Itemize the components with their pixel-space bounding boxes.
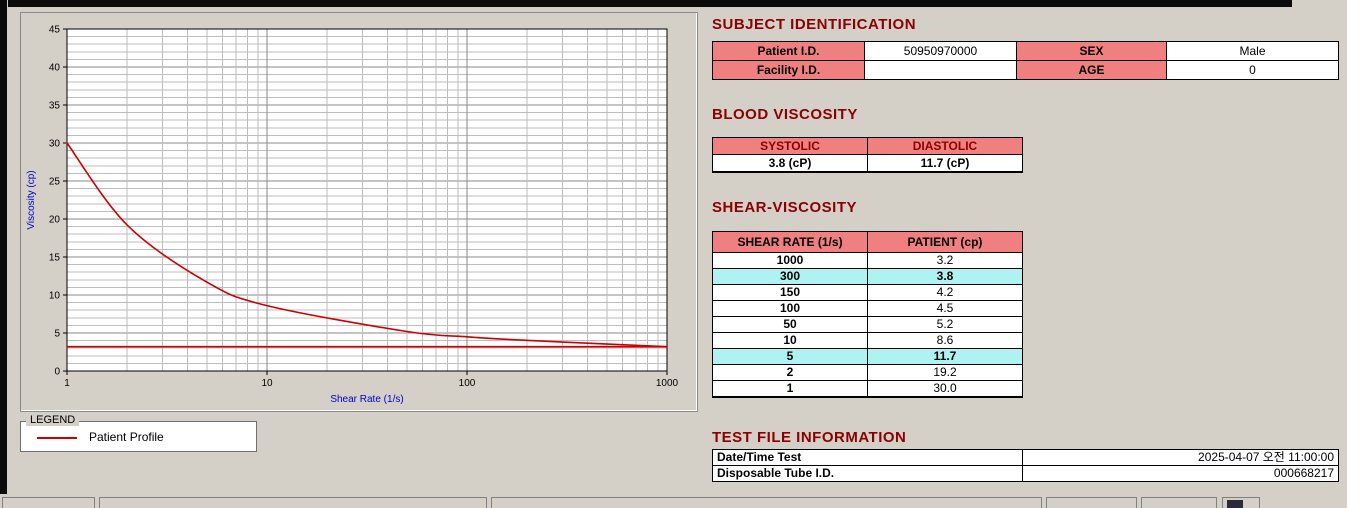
diastolic-value: 11.7 (cP) xyxy=(867,154,1023,173)
shear-rate-value: 5 xyxy=(712,348,868,365)
legend-line-sample-icon xyxy=(37,437,77,439)
facility-id-value xyxy=(864,60,1017,80)
systolic-value: 3.8 (cP) xyxy=(712,154,868,173)
svg-text:Shear Rate (1/s): Shear Rate (1/s) xyxy=(330,394,403,405)
svg-text:0: 0 xyxy=(54,367,60,378)
patient-viscosity-value: 4.5 xyxy=(867,300,1023,317)
patient-id-label: Patient I.D. xyxy=(712,41,865,61)
patient-viscosity-value: 8.6 xyxy=(867,332,1023,349)
age-value: 0 xyxy=(1166,60,1339,80)
table-row: 3.8 (cP) 11.7 (cP) xyxy=(712,154,1023,173)
subject-identification-table: Patient I.D. 50950970000 SEX Male Facili… xyxy=(712,41,1339,80)
svg-text:1000: 1000 xyxy=(656,378,679,389)
table-row: 5 11.7 xyxy=(712,348,1023,365)
table-row: SYSTOLIC DIASTOLIC xyxy=(712,137,1023,155)
bottom-toolbar-button[interactable] xyxy=(1046,497,1137,508)
age-label: AGE xyxy=(1016,60,1167,80)
disposable-tube-id-value: 000668217 xyxy=(1022,465,1339,482)
patient-viscosity-value: 30.0 xyxy=(867,380,1023,398)
facility-id-label: Facility I.D. xyxy=(712,60,865,80)
systolic-label: SYSTOLIC xyxy=(712,137,868,155)
patient-viscosity-value: 3.8 xyxy=(867,268,1023,285)
bottom-toolbar-button[interactable] xyxy=(491,497,1042,508)
svg-text:20: 20 xyxy=(49,215,61,226)
svg-text:35: 35 xyxy=(49,101,61,112)
sex-value: Male xyxy=(1166,41,1339,61)
shear-viscosity-table: SHEAR RATE (1/s) PATIENT (cp) 1000 3.2 3… xyxy=(712,231,1023,398)
table-row: 2 19.2 xyxy=(712,364,1023,381)
blood-viscosity-table: SYSTOLIC DIASTOLIC 3.8 (cP) 11.7 (cP) xyxy=(712,137,1023,173)
report-panel: SUBJECT IDENTIFICATION Patient I.D. 5095… xyxy=(712,0,1344,494)
svg-text:10: 10 xyxy=(49,291,61,302)
shear-rate-value: 150 xyxy=(712,284,868,301)
table-row: 150 4.2 xyxy=(712,284,1023,301)
viscosity-chart: 0 5 10 15 20 25 30 35 40 45 1 10 100 1000 Viscosity (c… xyxy=(26,25,679,406)
legend-entry-label: Patient Profile xyxy=(89,430,164,444)
sex-label: SEX xyxy=(1016,41,1167,61)
shear-rate-value: 2 xyxy=(712,364,868,381)
grid-icon xyxy=(1227,500,1243,508)
shear-viscosity-heading: SHEAR-VISCOSITY xyxy=(712,199,858,216)
svg-text:5: 5 xyxy=(54,329,60,340)
patient-viscosity-value: 4.2 xyxy=(867,284,1023,301)
viscosity-chart-panel: 0 5 10 15 20 25 30 35 40 45 1 10 100 1000 Viscosity (c… xyxy=(20,12,698,412)
table-row: 10 8.6 xyxy=(712,332,1023,349)
table-row: 100 4.5 xyxy=(712,300,1023,317)
table-row: Disposable Tube I.D. 000668217 xyxy=(712,465,1339,482)
table-row: 1 30.0 xyxy=(712,380,1023,398)
table-row: Date/Time Test 2025-04-07 오전 11:00:00 xyxy=(712,449,1339,466)
test-file-information-table: Date/Time Test 2025-04-07 오전 11:00:00 Di… xyxy=(712,449,1339,482)
shear-rate-column-header: SHEAR RATE (1/s) xyxy=(712,231,868,253)
svg-text:30: 30 xyxy=(49,139,61,150)
patient-viscosity-value: 11.7 xyxy=(867,348,1023,365)
shear-rate-value: 1 xyxy=(712,380,868,398)
shear-rate-value: 50 xyxy=(712,316,868,333)
svg-text:45: 45 xyxy=(49,25,61,36)
date-time-test-value: 2025-04-07 오전 11:00:00 xyxy=(1022,449,1339,466)
svg-text:15: 15 xyxy=(49,253,61,264)
disposable-tube-id-label: Disposable Tube I.D. xyxy=(712,465,1023,482)
table-row: 300 3.8 xyxy=(712,268,1023,285)
bottom-toolbar-button[interactable] xyxy=(99,497,487,508)
patient-viscosity-value: 3.2 xyxy=(867,252,1023,269)
patient-column-header: PATIENT (cp) xyxy=(867,231,1023,253)
bottom-toolbar-button[interactable] xyxy=(1141,497,1217,508)
bottom-toolbar-button[interactable] xyxy=(2,497,95,508)
subject-identification-heading: SUBJECT IDENTIFICATION xyxy=(712,16,917,33)
svg-text:100: 100 xyxy=(459,378,476,389)
shear-rate-value: 300 xyxy=(712,268,868,285)
legend-title: LEGEND xyxy=(26,414,80,426)
window-right-margin xyxy=(1347,0,1366,508)
table-row: 50 5.2 xyxy=(712,316,1023,333)
svg-text:1: 1 xyxy=(64,378,70,389)
table-row: 1000 3.2 xyxy=(712,252,1023,269)
window-top-edge xyxy=(8,0,1292,7)
table-header-row: SHEAR RATE (1/s) PATIENT (cp) xyxy=(712,231,1023,253)
blood-viscosity-heading: BLOOD VISCOSITY xyxy=(712,106,858,123)
patient-viscosity-value: 5.2 xyxy=(867,316,1023,333)
svg-text:40: 40 xyxy=(49,63,61,74)
test-file-information-heading: TEST FILE INFORMATION xyxy=(712,429,907,446)
shear-rate-value: 10 xyxy=(712,332,868,349)
legend-box: LEGEND Patient Profile xyxy=(20,414,257,452)
shear-rate-value: 100 xyxy=(712,300,868,317)
shear-rate-value: 1000 xyxy=(712,252,868,269)
patient-id-value: 50950970000 xyxy=(864,41,1017,61)
date-time-test-label: Date/Time Test xyxy=(712,449,1023,466)
diastolic-label: DIASTOLIC xyxy=(867,137,1023,155)
window-left-edge xyxy=(0,0,7,494)
svg-text:25: 25 xyxy=(49,177,61,188)
svg-text:Viscosity (cp): Viscosity (cp) xyxy=(26,170,37,229)
table-row: Facility I.D. AGE 0 xyxy=(712,60,1339,80)
table-row: Patient I.D. 50950970000 SEX Male xyxy=(712,41,1339,61)
patient-viscosity-value: 19.2 xyxy=(867,364,1023,381)
svg-text:10: 10 xyxy=(261,378,273,389)
bottom-toolbar-button[interactable] xyxy=(1222,497,1260,508)
